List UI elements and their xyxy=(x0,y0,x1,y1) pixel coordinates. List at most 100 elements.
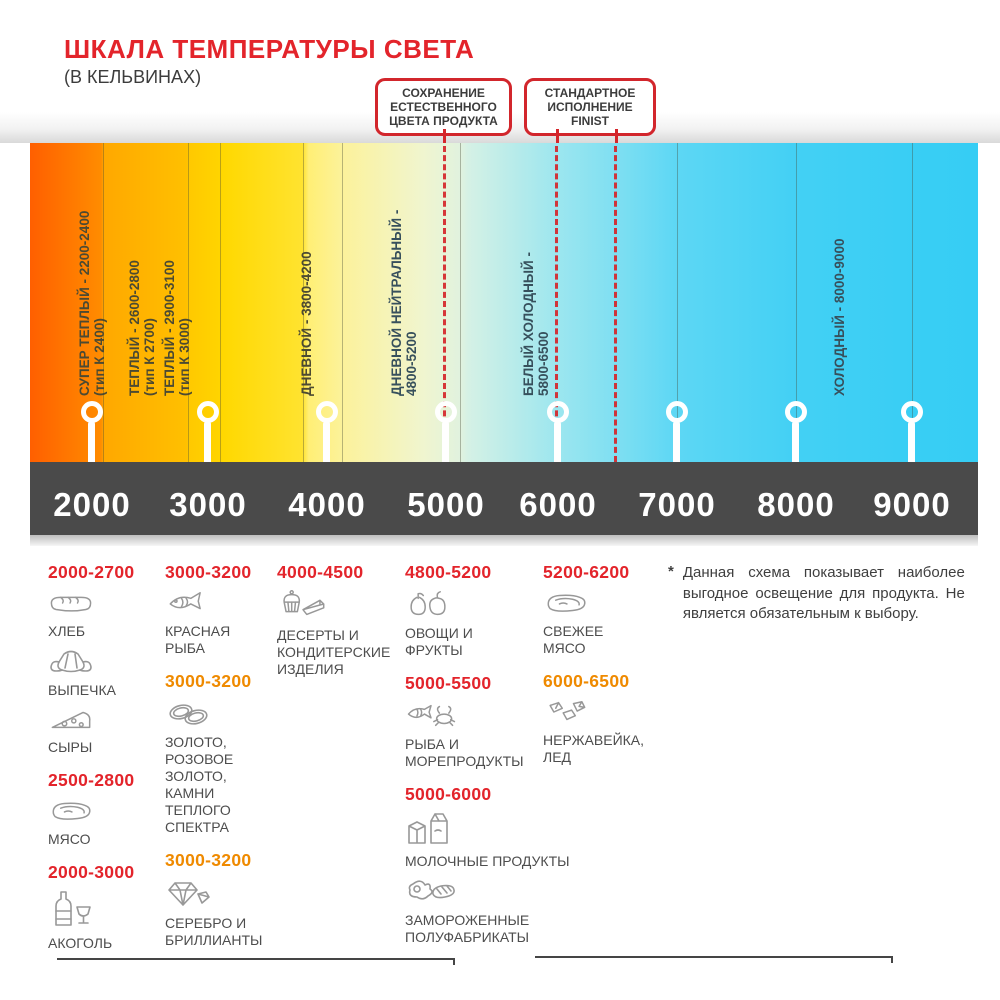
product-item: СЕРЕБРО И БРИЛЛИАНТЫ xyxy=(165,877,277,949)
product-item: СЫРЫ xyxy=(48,705,148,756)
range-heading: 5200-6200 xyxy=(543,562,630,582)
scale-pin-stem xyxy=(554,421,561,477)
range-heading: 6000-6500 xyxy=(543,671,630,691)
scale-pin-stem xyxy=(88,421,95,477)
scale-pin-stem xyxy=(204,421,211,477)
bread-icon xyxy=(48,589,148,622)
product-column-3: 4000-4500 ДЕСЕРТЫ И КОНДИТЕРСКИЕ ИЗДЕЛИЯ xyxy=(277,562,399,684)
callout-finist-standard: СТАНДАРТНОЕ ИСПОЛНЕНИЕ FINIST xyxy=(524,78,656,136)
product-label: ЗОЛОТО, РОЗОВОЕ ЗОЛОТО, КАМНИ ТЕПЛОГО СП… xyxy=(165,734,234,835)
rings-icon xyxy=(165,698,277,733)
kelvin-scale-bar xyxy=(30,462,978,535)
dashed-marker-6000k xyxy=(555,146,558,462)
scale-pin xyxy=(435,401,457,423)
product-label: МЯСО xyxy=(48,831,91,847)
range-heading: 2500-2800 xyxy=(48,770,135,790)
cheese-icon xyxy=(48,705,148,738)
scale-pin-stem xyxy=(323,421,330,477)
product-column-1: 2000-2700 ХЛЕБ ВЫПЕЧКА СЫРЫ 2500-2800 МЯ… xyxy=(48,562,148,958)
product-item: АКОГОЛЬ xyxy=(48,889,148,952)
scale-pin xyxy=(785,401,807,423)
product-label: ХЛЕБ xyxy=(48,623,86,639)
product-item: ОВОЩИ И ФРУКТЫ xyxy=(405,589,585,659)
product-label: СВЕЖЕЕ МЯСО xyxy=(543,623,604,656)
tick-8000: 8000 xyxy=(757,486,835,523)
scale-pin xyxy=(197,401,219,423)
range-heading: 2000-3000 xyxy=(48,862,135,882)
product-column-2: 3000-3200 КРАСНАЯ РЫБА 3000-3200 ЗОЛОТО,… xyxy=(165,562,277,955)
kelvin-gradient-band xyxy=(30,143,978,462)
product-item: МЯСО xyxy=(48,797,148,848)
fish-icon xyxy=(165,589,277,622)
product-item: МОЛОЧНЫЕ ПРОДУКТЫ xyxy=(405,811,585,870)
zone-divider xyxy=(103,143,104,462)
product-item: НЕРЖАВЕЙКА, ЛЕД xyxy=(543,698,661,766)
product-label: ОВОЩИ И ФРУКТЫ xyxy=(405,625,473,658)
dairy-icon xyxy=(405,811,585,852)
vegetables-icon xyxy=(405,589,585,624)
croissant-icon xyxy=(48,646,148,681)
page-title: ШКАЛА ТЕМПЕРАТУРЫ СВЕТА xyxy=(64,34,475,64)
dashed-marker-5000k xyxy=(443,146,446,462)
product-label: КРАСНАЯ РЫБА xyxy=(165,623,231,656)
product-label: ВЫПЕЧКА xyxy=(48,682,116,698)
scale-bar-shadow xyxy=(30,535,978,546)
scale-pin-stem xyxy=(673,421,680,477)
product-label: НЕРЖАВЕЙКА, ЛЕД xyxy=(543,732,645,765)
footnote: * Данная схема показывает наиболее выгод… xyxy=(668,563,968,625)
tick-4000: 4000 xyxy=(288,486,366,523)
scale-pin xyxy=(316,401,338,423)
meat-icon xyxy=(48,797,148,830)
scale-pin xyxy=(81,401,103,423)
dashed-marker-6500k xyxy=(614,146,617,462)
product-item: ЗОЛОТО, РОЗОВОЕ ЗОЛОТО, КАМНИ ТЕПЛОГО СП… xyxy=(165,698,277,836)
callout-stem xyxy=(556,129,559,146)
product-label: АКОГОЛЬ xyxy=(48,935,113,951)
product-item: РЫБА И МОРЕПРОДУКТЫ xyxy=(405,700,585,770)
zone-divider xyxy=(912,143,913,462)
product-item: ХЛЕБ xyxy=(48,589,148,640)
divider-tick xyxy=(891,956,893,963)
scale-pin-stem xyxy=(908,421,915,477)
divider-tick xyxy=(453,958,455,965)
scale-pin xyxy=(547,401,569,423)
callout-natural-color: СОХРАНЕНИЕ ЕСТЕСТВЕННОГО ЦВЕТА ПРОДУКТА xyxy=(375,78,512,136)
footnote-text: Данная схема показывает наиболее выгодно… xyxy=(682,564,965,622)
product-column-4: 4800-5200 ОВОЩИ И ФРУКТЫ 5000-5500 РЫБА … xyxy=(405,562,585,952)
product-item: ЗАМОРОЖЕННЫЕ ПОЛУФАБРИКАТЫ xyxy=(405,876,585,946)
zone-divider xyxy=(796,143,797,462)
zone-divider xyxy=(342,143,343,462)
zone-divider xyxy=(677,143,678,462)
product-label: МОЛОЧНЫЕ ПРОДУКТЫ xyxy=(405,853,570,869)
scale-pin-stem xyxy=(792,421,799,477)
fresh-meat-icon xyxy=(543,589,661,622)
range-heading: 5000-5500 xyxy=(405,673,492,693)
product-label: РЫБА И МОРЕПРОДУКТЫ xyxy=(405,736,524,769)
product-label: СЕРЕБРО И БРИЛЛИАНТЫ xyxy=(165,915,263,948)
product-label: ДЕСЕРТЫ И КОНДИТЕРСКИЕ ИЗДЕЛИЯ xyxy=(277,627,391,677)
range-heading: 4800-5200 xyxy=(405,562,492,582)
range-heading: 3000-3200 xyxy=(165,562,252,582)
scale-pin xyxy=(666,401,688,423)
zone-divider xyxy=(460,143,461,462)
zone-divider xyxy=(220,143,221,462)
callout-stem xyxy=(615,129,618,146)
product-column-5: 5200-6200 СВЕЖЕЕ МЯСО 6000-6500 НЕРЖАВЕЙ… xyxy=(543,562,661,772)
footnote-asterisk: * xyxy=(668,563,674,580)
alcohol-icon xyxy=(48,889,148,934)
product-item: КРАСНАЯ РЫБА xyxy=(165,589,277,657)
product-item: СВЕЖЕЕ МЯСО xyxy=(543,589,661,657)
frozen-icon xyxy=(405,876,585,911)
zone-divider xyxy=(303,143,304,462)
bottom-divider xyxy=(535,956,893,958)
callout-stem xyxy=(443,129,446,146)
scale-pin xyxy=(901,401,923,423)
dessert-icon xyxy=(277,589,399,626)
range-heading: 3000-3200 xyxy=(165,850,252,870)
tick-5000: 5000 xyxy=(407,486,485,523)
seafood-icon xyxy=(405,700,585,735)
page-subtitle: (В КЕЛЬВИНАХ) xyxy=(64,67,202,87)
range-heading: 5000-6000 xyxy=(405,784,492,804)
range-heading: 4000-4500 xyxy=(277,562,364,582)
tick-2000: 2000 xyxy=(53,486,131,523)
